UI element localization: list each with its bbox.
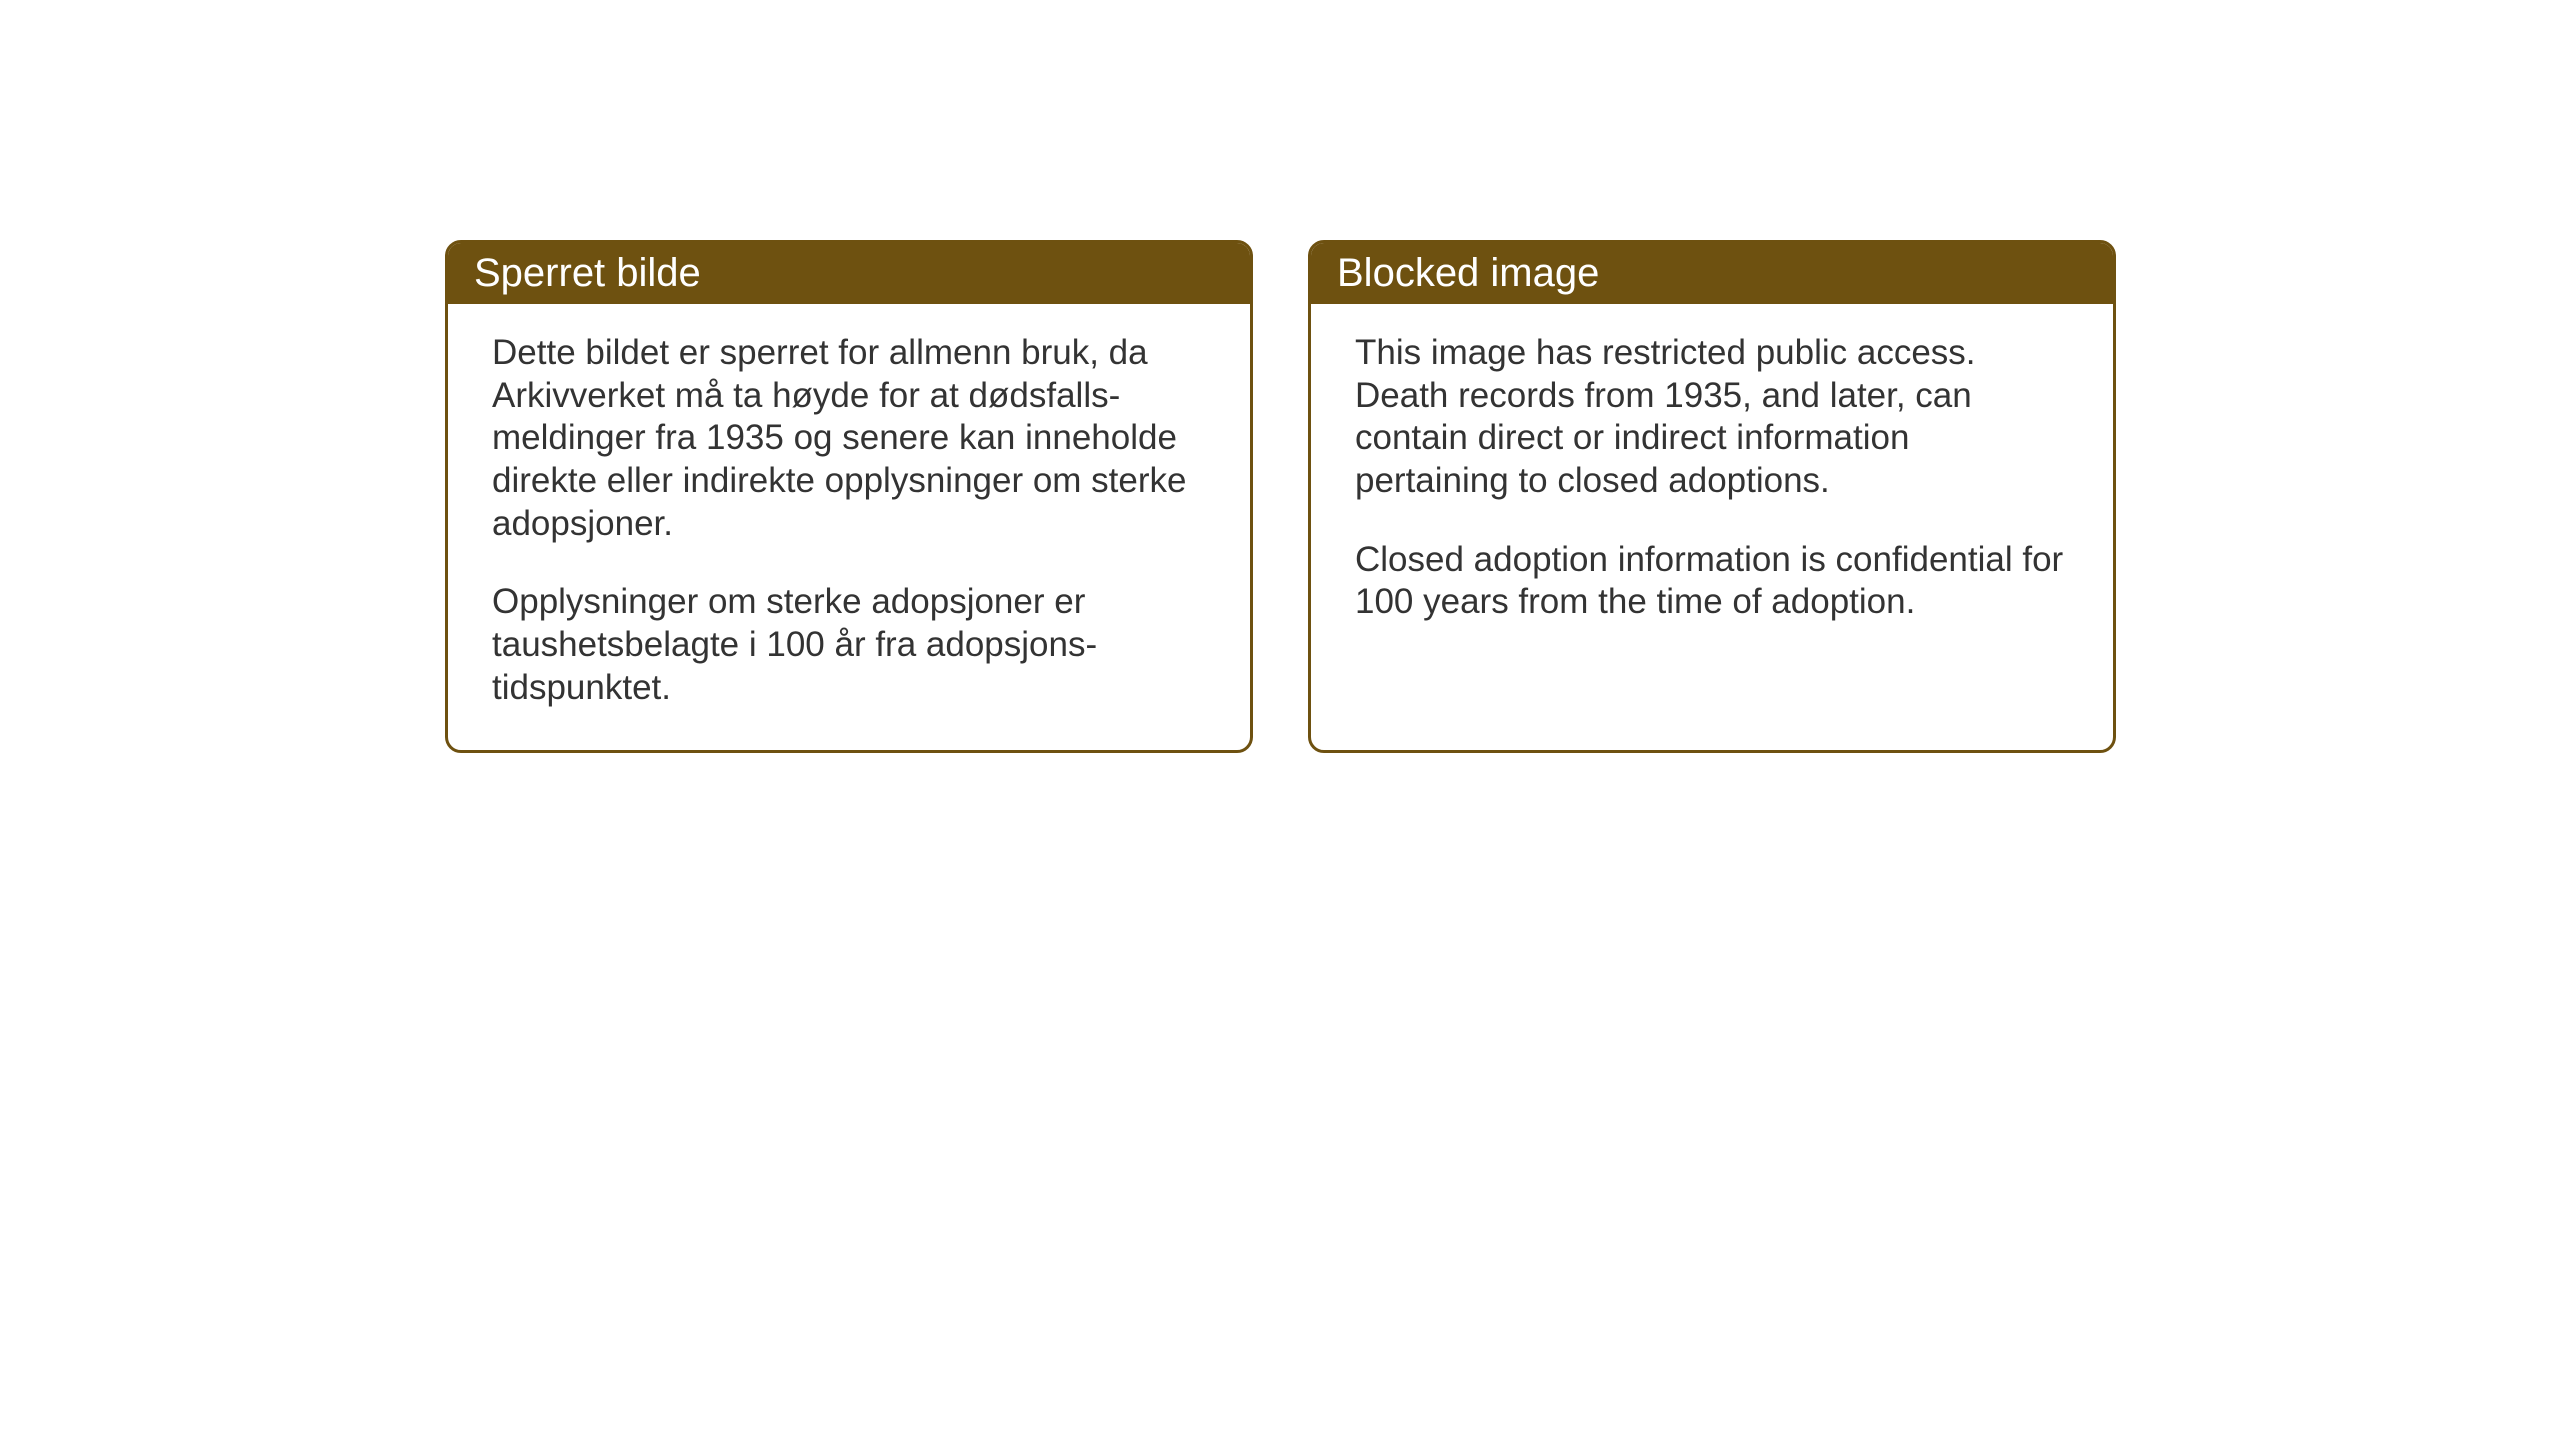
card-title-english: Blocked image (1337, 251, 1599, 295)
card-title-norwegian: Sperret bilde (474, 251, 701, 295)
notice-card-english: Blocked image This image has restricted … (1308, 240, 2116, 753)
card-paragraph-norwegian-1: Dette bildet er sperret for allmenn bruk… (492, 332, 1206, 545)
notice-card-norwegian: Sperret bilde Dette bildet er sperret fo… (445, 240, 1253, 753)
card-body-english: This image has restricted public access.… (1311, 304, 2113, 744)
card-header-norwegian: Sperret bilde (448, 243, 1250, 304)
card-body-norwegian: Dette bildet er sperret for allmenn bruk… (448, 304, 1250, 750)
notice-cards-container: Sperret bilde Dette bildet er sperret fo… (445, 240, 2116, 753)
card-paragraph-english-2: Closed adoption information is confident… (1355, 539, 2069, 624)
card-paragraph-norwegian-2: Opplysninger om sterke adopsjoner er tau… (492, 581, 1206, 709)
card-header-english: Blocked image (1311, 243, 2113, 304)
card-paragraph-english-1: This image has restricted public access.… (1355, 332, 2069, 503)
